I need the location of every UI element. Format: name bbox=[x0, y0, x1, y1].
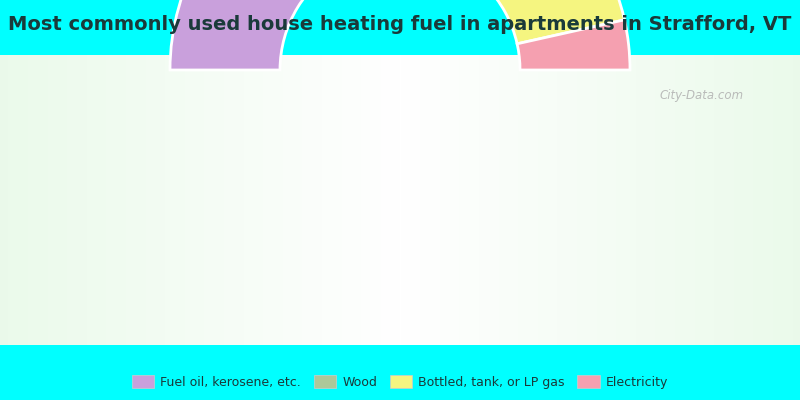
Text: City-Data.com: City-Data.com bbox=[660, 88, 744, 102]
Bar bbox=[0, 345, 800, 400]
Legend: Fuel oil, kerosene, etc., Wood, Bottled, tank, or LP gas, Electricity: Fuel oil, kerosene, etc., Wood, Bottled,… bbox=[126, 370, 674, 394]
Wedge shape bbox=[517, 20, 630, 70]
Wedge shape bbox=[485, 0, 625, 44]
Bar bbox=[0, 0, 800, 55]
Wedge shape bbox=[170, 0, 346, 70]
Text: Most commonly used house heating fuel in apartments in Strafford, VT: Most commonly used house heating fuel in… bbox=[8, 16, 792, 34]
